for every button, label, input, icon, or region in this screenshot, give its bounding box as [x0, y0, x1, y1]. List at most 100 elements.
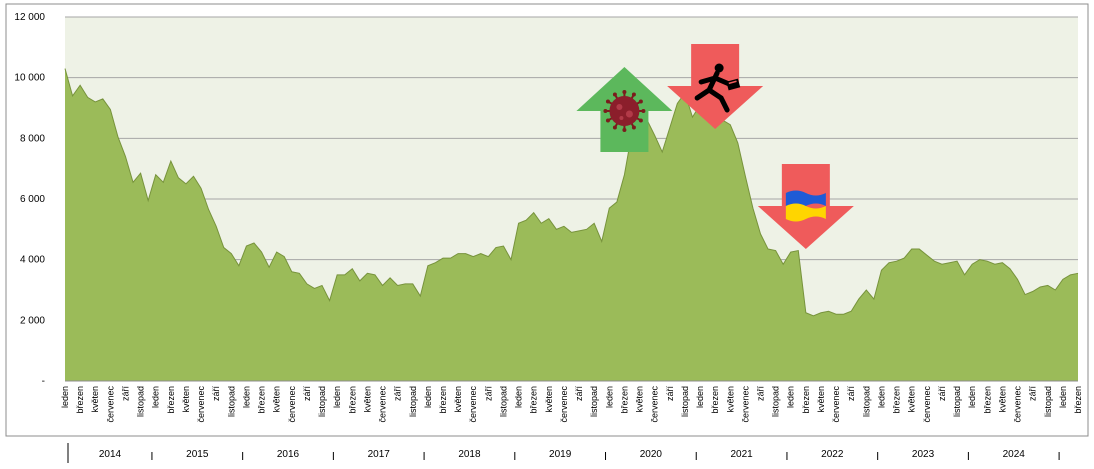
x-tick-label: březen [257, 386, 267, 414]
x-tick-label: září [302, 386, 312, 402]
x-tick-label: květen [181, 386, 191, 413]
x-tick-label: červenec [196, 386, 206, 423]
year-label: 2018 [458, 449, 481, 460]
x-tick-label: květen [816, 386, 826, 413]
x-tick-label: březen [438, 386, 448, 414]
x-tick-label: březen [166, 386, 176, 414]
running-businessman-icon [694, 63, 741, 113]
x-tick-label: květen [635, 386, 645, 413]
x-tick-label: červenec [378, 386, 388, 423]
year-label: 2021 [730, 449, 753, 460]
x-tick-label: červenec [1013, 386, 1023, 423]
y-tick-label: 6 000 [20, 194, 45, 205]
x-tick-label: květen [907, 386, 917, 413]
x-tick-label: listopad [771, 386, 781, 417]
x-tick-label: listopad [861, 386, 871, 417]
x-tick-label: březen [347, 386, 357, 414]
x-tick-label: březen [619, 386, 629, 414]
x-tick-label: září [393, 386, 403, 402]
year-label: 2020 [640, 449, 663, 460]
x-tick-label: září [755, 386, 765, 402]
year-label: 2015 [186, 449, 209, 460]
x-tick-label: leden [695, 386, 705, 408]
x-tick-label: listopad [589, 386, 599, 417]
x-tick-label: březen [801, 386, 811, 414]
year-label: 2024 [1003, 449, 1026, 460]
x-tick-label: listopad [317, 386, 327, 417]
x-tick-label: leden [604, 386, 614, 408]
x-tick-label: březen [1073, 386, 1083, 414]
x-tick-label: leden [332, 386, 342, 408]
x-tick-label: květen [997, 386, 1007, 413]
x-tick-label: listopad [952, 386, 962, 417]
annotation-arrow-down [667, 44, 764, 129]
x-tick-label: leden [967, 386, 977, 408]
x-axis: leden březen květen červenec září listopad led… [60, 386, 1083, 423]
x-tick-label: listopad [1043, 386, 1053, 417]
x-tick-label: leden [876, 386, 886, 408]
x-tick-label: září [483, 386, 493, 402]
annotation-arrow-up [576, 67, 673, 152]
x-tick-label: září [574, 386, 584, 402]
x-tick-label: leden [423, 386, 433, 408]
x-tick-label: listopad [408, 386, 418, 417]
x-tick-label: září [211, 386, 221, 402]
x-tick-label: březen [529, 386, 539, 414]
x-tick-label: červenec [740, 386, 750, 423]
year-label: 2017 [368, 449, 391, 460]
year-label: 2014 [99, 449, 122, 460]
x-tick-label: březen [710, 386, 720, 414]
x-tick-label: leden [241, 386, 251, 408]
x-tick-label: leden [1058, 386, 1068, 408]
x-tick-label: červenec [922, 386, 932, 423]
x-tick-label: listopad [498, 386, 508, 417]
x-tick-label: listopad [136, 386, 146, 417]
x-tick-label: červenec [287, 386, 297, 423]
x-tick-label: červenec [559, 386, 569, 423]
x-tick-label: květen [453, 386, 463, 413]
y-tick-label: 2 000 [20, 315, 45, 326]
ukraine-flag-icon [785, 190, 826, 222]
year-label: 2016 [277, 449, 300, 460]
area-series [65, 68, 1078, 381]
x-tick-label: květen [362, 386, 372, 413]
year-label: 2019 [549, 449, 572, 460]
y-axis: - 2 000 4 000 6 000 8 000 10 000 12 000 [14, 12, 45, 387]
annotation-arrow-down [757, 164, 854, 249]
x-tick-label: březen [75, 386, 85, 414]
x-tick-label: květen [90, 386, 100, 413]
x-tick-label: březen [982, 386, 992, 414]
x-tick-label: červenec [105, 386, 115, 423]
x-tick-label: leden [151, 386, 161, 408]
x-tick-label: květen [272, 386, 282, 413]
x-tick-label: září [846, 386, 856, 402]
y-tick-label: 12 000 [14, 12, 45, 23]
year-label: 2022 [821, 449, 844, 460]
x-tick-label: září [665, 386, 675, 402]
year-axis: 2014 2015 2016 2017 2018 2019 2020 2021 2022 2023… [67, 443, 1060, 463]
x-tick-label: květen [544, 386, 554, 413]
x-tick-label: červenec [831, 386, 841, 423]
area-series-outline [64, 68, 1079, 317]
x-tick-label: březen [892, 386, 902, 414]
x-tick-label: červenec [468, 386, 478, 423]
y-tick-label: 8 000 [20, 133, 45, 144]
x-tick-label: leden [514, 386, 524, 408]
x-tick-label: září [937, 386, 947, 402]
x-tick-label: září [1028, 386, 1038, 402]
x-tick-label: listopad [680, 386, 690, 417]
x-tick-label: listopad [226, 386, 236, 417]
x-tick-label: leden [786, 386, 796, 408]
annotations [576, 44, 854, 249]
y-tick-label: 4 000 [20, 255, 45, 266]
year-label: 2023 [912, 449, 935, 460]
x-tick-label: červenec [650, 386, 660, 423]
virus-icon [603, 90, 646, 132]
y-tick-label: - [42, 376, 45, 387]
x-tick-label: leden [60, 386, 70, 408]
x-tick-label: květen [725, 386, 735, 413]
y-tick-label: 10 000 [14, 73, 45, 84]
arrow-down-shape [667, 44, 764, 129]
x-tick-label: září [120, 386, 130, 402]
